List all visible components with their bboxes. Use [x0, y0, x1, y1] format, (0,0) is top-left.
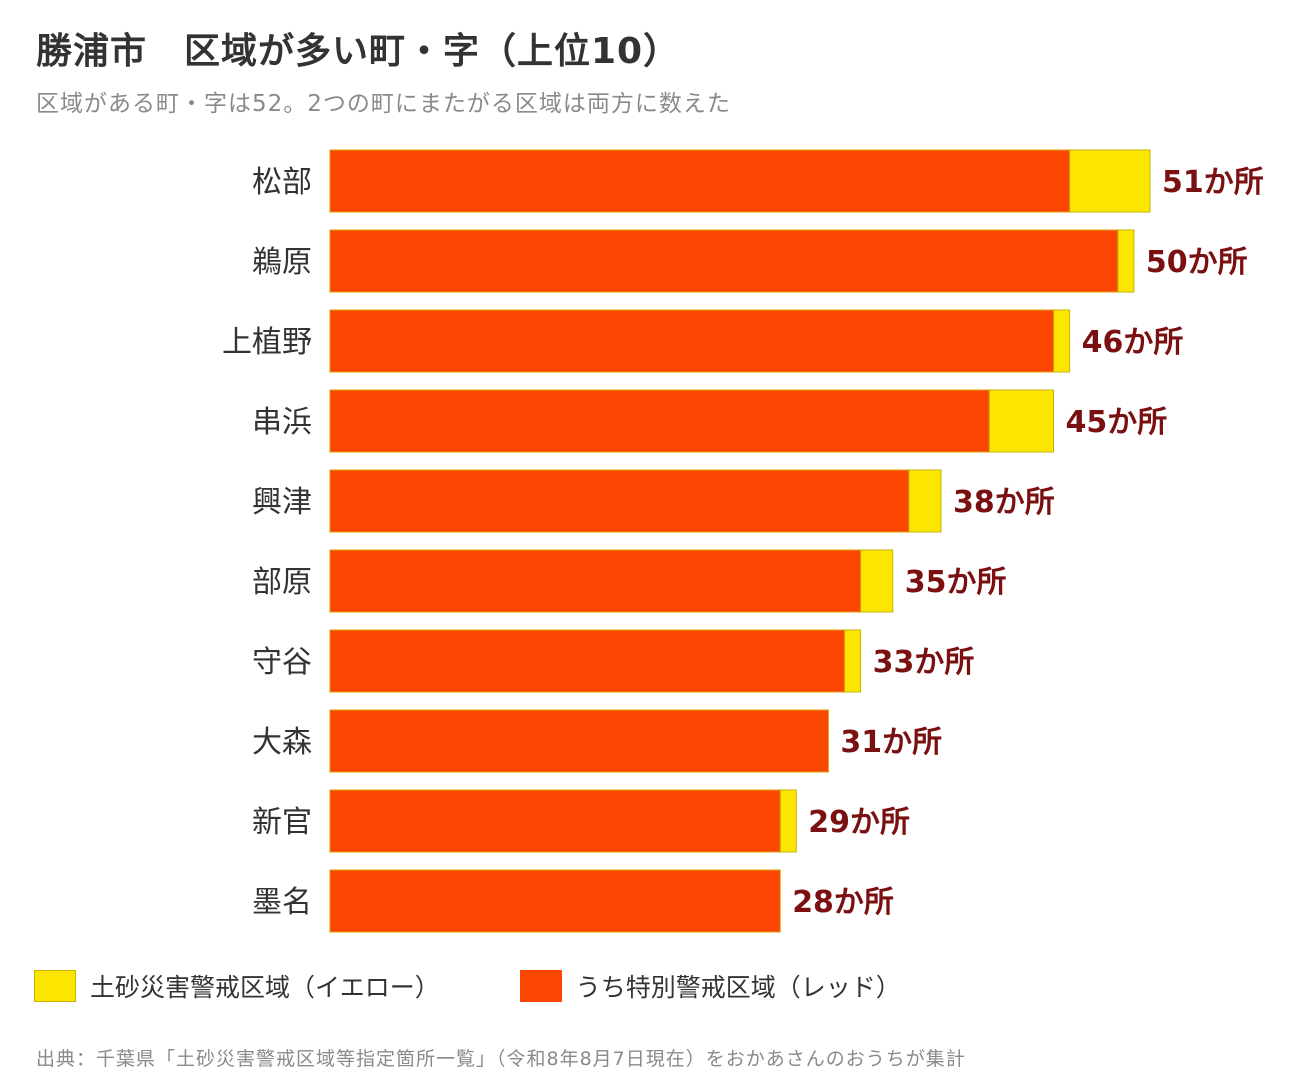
bar-red — [329, 469, 910, 533]
legend-item-yellow: 土砂災害警戒区域（イエロー） — [34, 968, 440, 1004]
legend: 土砂災害警戒区域（イエロー） うち特別警戒区域（レッド） — [34, 968, 981, 1004]
category-label: 大森 — [252, 725, 312, 760]
category-label: 部原 — [252, 565, 312, 600]
value-label: 31か所 — [840, 725, 942, 760]
bar-red — [329, 789, 781, 853]
value-label: 28か所 — [792, 885, 894, 920]
legend-swatch-red — [519, 970, 562, 1002]
bar-group: 新官 29か所 — [252, 789, 910, 853]
chart-subtitle: 区域がある町・字は52。2つの町にまたがる区域は両方に数えた — [36, 91, 731, 117]
source-note: 出典：千葉県「土砂災害警戒区域等指定箇所一覧」（令和8年8月7日現在）をおかあさ… — [36, 1048, 966, 1070]
category-label: 上植野 — [222, 325, 312, 360]
bar-group: 上植野 46か所 — [222, 309, 1184, 373]
bar-group: 串浜 45か所 — [252, 389, 1168, 453]
bar-group: 墨名 28か所 — [252, 869, 894, 933]
bar-red — [329, 629, 846, 693]
value-label: 50か所 — [1146, 245, 1248, 280]
chart-title: 勝浦市 区域が多い町・字（上位10） — [36, 31, 681, 72]
bar-red — [329, 549, 862, 613]
bar-group: 興津 38か所 — [252, 469, 1055, 533]
bar-yellow — [860, 549, 894, 613]
bar-red — [329, 389, 990, 453]
category-label: 興津 — [252, 485, 312, 520]
legend-item-red: うち特別警戒区域（レッド） — [519, 968, 901, 1004]
bar-yellow — [908, 469, 942, 533]
bar-yellow — [988, 389, 1055, 453]
value-label: 45か所 — [1066, 405, 1168, 440]
bar-group: 松部 51か所 — [252, 149, 1264, 213]
category-label: 鵜原 — [252, 245, 312, 280]
value-label: 46か所 — [1082, 325, 1184, 360]
category-label: 松部 — [252, 165, 312, 200]
bar-yellow — [844, 629, 862, 693]
legend-label-yellow: 土砂災害警戒区域（イエロー） — [90, 973, 440, 1002]
bar-group: 部原 35か所 — [252, 549, 1007, 613]
value-label: 51か所 — [1162, 165, 1264, 200]
legend-label-red: うち特別警戒区域（レッド） — [575, 973, 901, 1002]
value-label: 29か所 — [808, 805, 910, 840]
bar-group: 鵜原 50か所 — [252, 229, 1248, 293]
value-label: 35か所 — [905, 565, 1007, 600]
bar-yellow — [1069, 149, 1151, 213]
bar-group: 大森 31か所 — [252, 709, 942, 773]
category-label: 新官 — [252, 805, 312, 840]
legend-swatch-yellow — [34, 970, 76, 1002]
category-label: 守谷 — [252, 645, 312, 680]
bar-red — [329, 709, 829, 773]
bar-red — [329, 309, 1055, 373]
value-label: 33か所 — [873, 645, 975, 680]
bar-yellow — [779, 789, 797, 853]
bar-red — [329, 229, 1119, 293]
bar-yellow — [1117, 229, 1135, 293]
bar-yellow — [1053, 309, 1071, 373]
category-label: 墨名 — [252, 885, 312, 920]
value-label: 38か所 — [953, 485, 1055, 520]
category-label: 串浜 — [252, 405, 312, 440]
bar-group: 守谷 33か所 — [252, 629, 975, 693]
bar-red — [329, 149, 1071, 213]
bar-red — [329, 869, 781, 933]
